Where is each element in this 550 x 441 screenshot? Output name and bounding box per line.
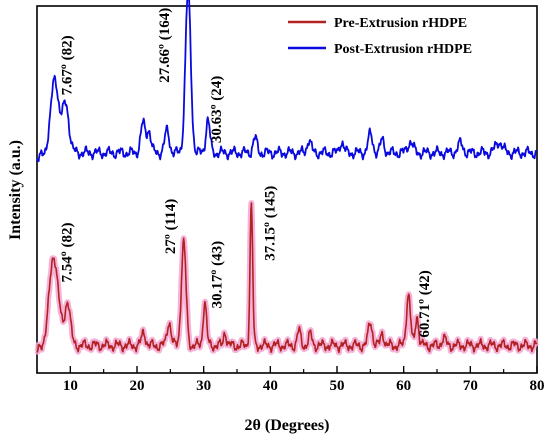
series-line xyxy=(36,202,538,354)
peak-annotation: 7.67º (82) xyxy=(60,35,76,95)
peak-annotation: 7.54º (82) xyxy=(60,223,76,283)
series-shade xyxy=(34,200,540,356)
legend: Pre-Extrusion rHDPE Post-Extrusion rHDPE xyxy=(288,16,472,57)
peak-annotation: 37.15º (145) xyxy=(262,186,278,261)
x-tick-label: 20 xyxy=(130,378,145,394)
x-tick-label: 30 xyxy=(196,378,211,394)
x-tick-label: 70 xyxy=(463,378,478,394)
y-axis-title: Intensity (a.u.) xyxy=(7,140,24,240)
x-tick-label: 50 xyxy=(330,378,345,394)
ticks-layer: 10 20 30 40 50 60 70 80 xyxy=(36,366,545,394)
x-tick-label: 40 xyxy=(263,378,278,394)
x-axis-title: 2θ (Degrees) xyxy=(245,417,330,434)
peak-annotation: 60.71º (42) xyxy=(417,270,433,337)
annotations-layer: 7.67º (82) 27.66º (164) 30.63º (24) 7.54º (… xyxy=(60,8,433,338)
x-tick-label: 80 xyxy=(530,378,545,394)
x-tick-label: 60 xyxy=(396,378,411,394)
peak-annotation: 27º (114) xyxy=(163,199,179,254)
peak-annotation: 30.63º (24) xyxy=(209,76,225,143)
x-tick-label: 10 xyxy=(63,378,78,394)
series-line xyxy=(36,0,538,163)
legend-label: Post-Extrusion rHDPE xyxy=(334,42,472,57)
plot-area-frame xyxy=(36,5,538,374)
series-layer xyxy=(34,0,540,356)
peak-annotation: 30.17º (43) xyxy=(210,241,226,308)
legend-label: Pre-Extrusion rHDPE xyxy=(334,16,467,31)
peak-annotation: 27.66º (164) xyxy=(157,8,173,83)
